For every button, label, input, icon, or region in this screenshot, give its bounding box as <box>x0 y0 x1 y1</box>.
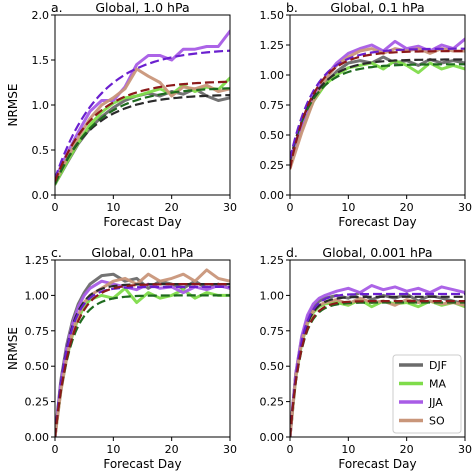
y-tick-label: 1.0 <box>32 99 50 112</box>
series-line-MA <box>290 59 465 161</box>
y-axis-label: NRMSE <box>6 327 20 370</box>
y-tick-label: 0.00 <box>260 189 285 202</box>
x-tick-label: 20 <box>165 201 179 214</box>
legend-label-SO: SO <box>429 415 445 428</box>
fit-line-JJA <box>290 47 465 160</box>
series-group <box>55 29 230 186</box>
axes-frame <box>54 14 231 196</box>
fit-line-SO <box>55 283 230 437</box>
panel-letter: c. <box>51 245 62 260</box>
y-tick-label: 0.0 <box>32 189 50 202</box>
y-tick-label: 1.00 <box>25 289 50 302</box>
x-tick-label: 0 <box>52 201 59 214</box>
legend-label-DJF: DJF <box>429 359 447 372</box>
series-line-JJA <box>55 29 230 181</box>
fit-line-DJF <box>290 295 465 437</box>
x-tick-label: 0 <box>287 443 294 456</box>
panel-4: 0 10 20 30 0.00 0.25 0.50 0.75 1.00 1.25d. Global,… <box>260 245 473 471</box>
axes-frame <box>289 14 466 196</box>
panel-2: 0 10 20 30 0.00 0.25 0.50 0.75 1.00 1.25 1.50b. Glo… <box>260 0 473 229</box>
x-tick-label: 0 <box>52 443 59 456</box>
y-tick-label: 1.00 <box>260 289 285 302</box>
y-tick-label: 1.25 <box>25 254 50 267</box>
panel-3: 0 10 20 30 0.00 0.25 0.50 0.75 1.00 1.25c. Global,… <box>6 245 237 471</box>
panel-title: Global, 0.1 hPa <box>330 0 424 15</box>
x-tick-label: 10 <box>106 201 120 214</box>
x-axis-label: Forecast Day <box>103 215 181 229</box>
y-tick-label: 0.5 <box>32 144 50 157</box>
y-tick-label: 0.75 <box>25 325 50 338</box>
y-axis-label: NRMSE <box>6 84 20 127</box>
y-tick-label: 0.50 <box>260 129 285 142</box>
panel-letter: a. <box>51 0 63 15</box>
panel-letter: b. <box>286 0 298 15</box>
series-group <box>290 284 465 437</box>
y-tick-label: 1.5 <box>32 54 50 67</box>
axes-frame <box>54 259 231 438</box>
fit-line-SO <box>290 49 465 169</box>
x-tick-label: 20 <box>165 443 179 456</box>
x-axis-label: Forecast Day <box>338 457 416 471</box>
panel-1: 0 10 20 30 0.0 0.5 1.0 1.5 2.0a. Global, 1.0 hPa F… <box>6 0 237 229</box>
series-line-SO <box>290 296 465 437</box>
y-tick-label: 1.50 <box>260 9 285 22</box>
x-tick-label: 0 <box>287 201 294 214</box>
fit-line-JJA <box>55 285 230 437</box>
y-tick-label: 1.25 <box>260 254 285 267</box>
legend-label-JJA: JJA <box>428 396 443 409</box>
y-tick-label: 0.25 <box>260 396 285 409</box>
y-tick-label: 0.50 <box>25 360 50 373</box>
legend-box <box>392 354 462 434</box>
x-tick-label: 20 <box>400 201 414 214</box>
legend-label-MA: MA <box>429 378 446 391</box>
x-axis-label: Forecast Day <box>103 457 181 471</box>
y-tick-label: 1.00 <box>260 69 285 82</box>
series-group <box>55 268 230 437</box>
y-tick-label: 0.00 <box>25 431 50 444</box>
x-tick-label: 30 <box>223 443 237 456</box>
y-tick-label: 0.75 <box>260 325 285 338</box>
y-tick-label: 0.25 <box>260 159 285 172</box>
x-tick-label: 10 <box>341 443 355 456</box>
fit-line-MA <box>55 87 230 185</box>
y-tick-label: 0.50 <box>260 360 285 373</box>
x-tick-label: 10 <box>341 201 355 214</box>
y-tick-label: 0.25 <box>25 396 50 409</box>
series-line-JJA <box>290 284 465 437</box>
fit-line-DJF <box>290 58 465 162</box>
series-line-DJF <box>290 55 465 163</box>
y-tick-label: 1.25 <box>260 39 285 52</box>
panel-letter: d. <box>286 245 298 260</box>
series-group <box>290 37 465 171</box>
x-tick-label: 30 <box>458 443 472 456</box>
x-tick-label: 30 <box>458 201 472 214</box>
x-axis-label: Forecast Day <box>338 215 416 229</box>
fit-line-JJA <box>290 292 465 437</box>
fit-line-JJA <box>55 49 230 180</box>
panel-title: Global, 1.0 hPa <box>95 0 189 15</box>
axes-frame <box>289 259 466 438</box>
y-tick-label: 0.75 <box>260 99 285 112</box>
x-tick-label: 30 <box>223 201 237 214</box>
series-line-SO <box>55 67 230 183</box>
x-tick-label: 10 <box>106 443 120 456</box>
y-tick-label: 2.0 <box>32 9 50 22</box>
fit-line-MA <box>55 294 230 437</box>
panel-title: Global, 0.01 hPa <box>91 245 193 260</box>
x-tick-label: 20 <box>400 443 414 456</box>
fit-line-MA <box>290 63 465 160</box>
panel-title: Global, 0.001 hPa <box>322 245 432 260</box>
series-line-SO <box>55 268 230 437</box>
y-tick-label: 0.00 <box>260 431 285 444</box>
fit-line-SO <box>290 300 465 437</box>
fit-line-SO <box>55 80 230 182</box>
legend: DJF MA JJA SO <box>392 354 462 434</box>
